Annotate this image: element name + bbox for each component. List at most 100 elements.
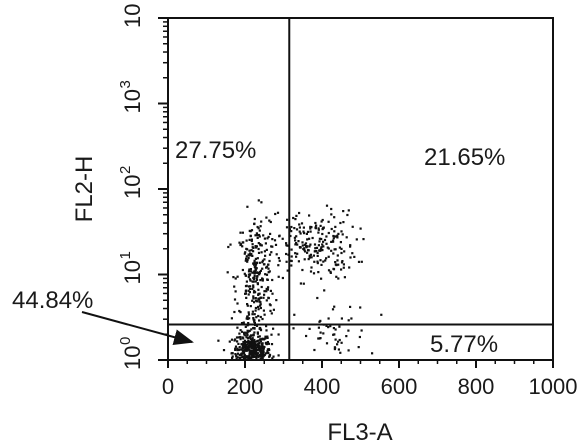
scatter-point (252, 352, 255, 355)
scatter-point (336, 259, 339, 262)
quadrant-label-upper-right: 21.65% (424, 144, 505, 171)
scatter-point (253, 321, 256, 325)
scatter-point (308, 237, 311, 240)
scatter-point (257, 355, 260, 358)
scatter-point (304, 242, 308, 245)
y-tick-base: 10 (120, 89, 145, 113)
scatter-point (275, 299, 278, 302)
scatter-point (286, 269, 289, 272)
scatter-point (270, 312, 273, 315)
scatter-point (258, 261, 261, 264)
scatter-point (371, 352, 374, 355)
scatter-point (332, 234, 335, 238)
scatter-point (245, 296, 248, 299)
scatter-point (340, 261, 344, 264)
scatter-point (229, 243, 232, 246)
scatter-point (358, 335, 361, 339)
scatter-point (343, 250, 346, 253)
scatter-point (331, 308, 335, 311)
scatter-point (302, 230, 305, 233)
scatter-point (263, 250, 266, 253)
scatter-point (246, 345, 249, 348)
scatter-point (246, 329, 249, 332)
scatter-point (245, 239, 248, 242)
scatter-point (251, 310, 254, 313)
scatter-point (241, 231, 244, 234)
scatter-point (249, 305, 252, 308)
scatter-point (281, 237, 284, 240)
scatter-point (254, 268, 257, 272)
scatter-point (337, 277, 340, 280)
scatter-point (261, 337, 264, 340)
scatter-point (246, 332, 249, 335)
scatter-point (248, 351, 251, 354)
scatter-point (259, 340, 262, 343)
scatter-point (292, 216, 295, 220)
scatter-point (246, 258, 249, 261)
scatter-point (308, 327, 311, 330)
scatter-point (238, 346, 241, 349)
scatter-point (251, 243, 254, 246)
scatter-point (252, 295, 255, 298)
scatter-point (261, 356, 264, 359)
scatter-point (253, 217, 256, 221)
scatter-point (233, 310, 236, 314)
scatter-point (236, 275, 239, 278)
scatter-point (252, 327, 255, 330)
scatter-point (265, 343, 269, 346)
scatter-point (234, 347, 237, 350)
scatter-point (230, 338, 234, 341)
scatter-point (295, 228, 299, 231)
scatter-point (250, 338, 254, 342)
scatter-point (257, 242, 260, 245)
scatter-point (347, 329, 350, 332)
y-tick-base: 10 (120, 346, 145, 370)
scatter-point (244, 331, 247, 334)
scatter-point (303, 232, 306, 235)
scatter-point (330, 227, 333, 231)
scatter-point (247, 348, 250, 351)
scatter-point (294, 252, 297, 255)
scatter-point (362, 238, 365, 241)
scatter-point (255, 267, 258, 270)
scatter-point (309, 243, 312, 246)
scatter-point (258, 341, 261, 344)
scatter-point (333, 216, 336, 219)
scatter-point (254, 246, 258, 249)
scatter-point (268, 354, 271, 358)
scatter-point (263, 353, 266, 357)
scatter-point (295, 214, 298, 217)
scatter-point (264, 242, 267, 245)
scatter-point (241, 241, 244, 244)
scatter-point (237, 348, 240, 352)
scatter-point (249, 338, 252, 341)
scatter-point (332, 237, 335, 240)
scatter-point (263, 313, 266, 316)
scatter-point (314, 221, 317, 225)
scatter-point (334, 263, 337, 266)
scatter-point (272, 327, 275, 330)
scatter-point (269, 289, 272, 292)
scatter-point (260, 251, 263, 254)
scatter-point (249, 285, 252, 288)
scatter-point (241, 345, 244, 348)
scatter-point (295, 235, 298, 238)
scatter-point (250, 253, 253, 256)
scatter-point (320, 237, 323, 241)
y-tick-exponent: 2 (117, 166, 134, 174)
scatter-point (253, 320, 256, 323)
scatter-point (233, 285, 236, 288)
scatter-point (259, 315, 262, 319)
scatter-point (265, 248, 268, 251)
scatter-point (261, 267, 264, 270)
scatter-point (359, 306, 362, 309)
scatter-point (243, 348, 246, 351)
scatter-point (349, 256, 352, 259)
scatter-point (261, 349, 264, 352)
scatter-point (267, 286, 270, 289)
scatter-point (253, 313, 256, 316)
scatter-point (244, 356, 247, 360)
scatter-point (332, 252, 335, 255)
scatter-point (256, 236, 259, 239)
y-axis-title: FL2-H (71, 156, 98, 223)
